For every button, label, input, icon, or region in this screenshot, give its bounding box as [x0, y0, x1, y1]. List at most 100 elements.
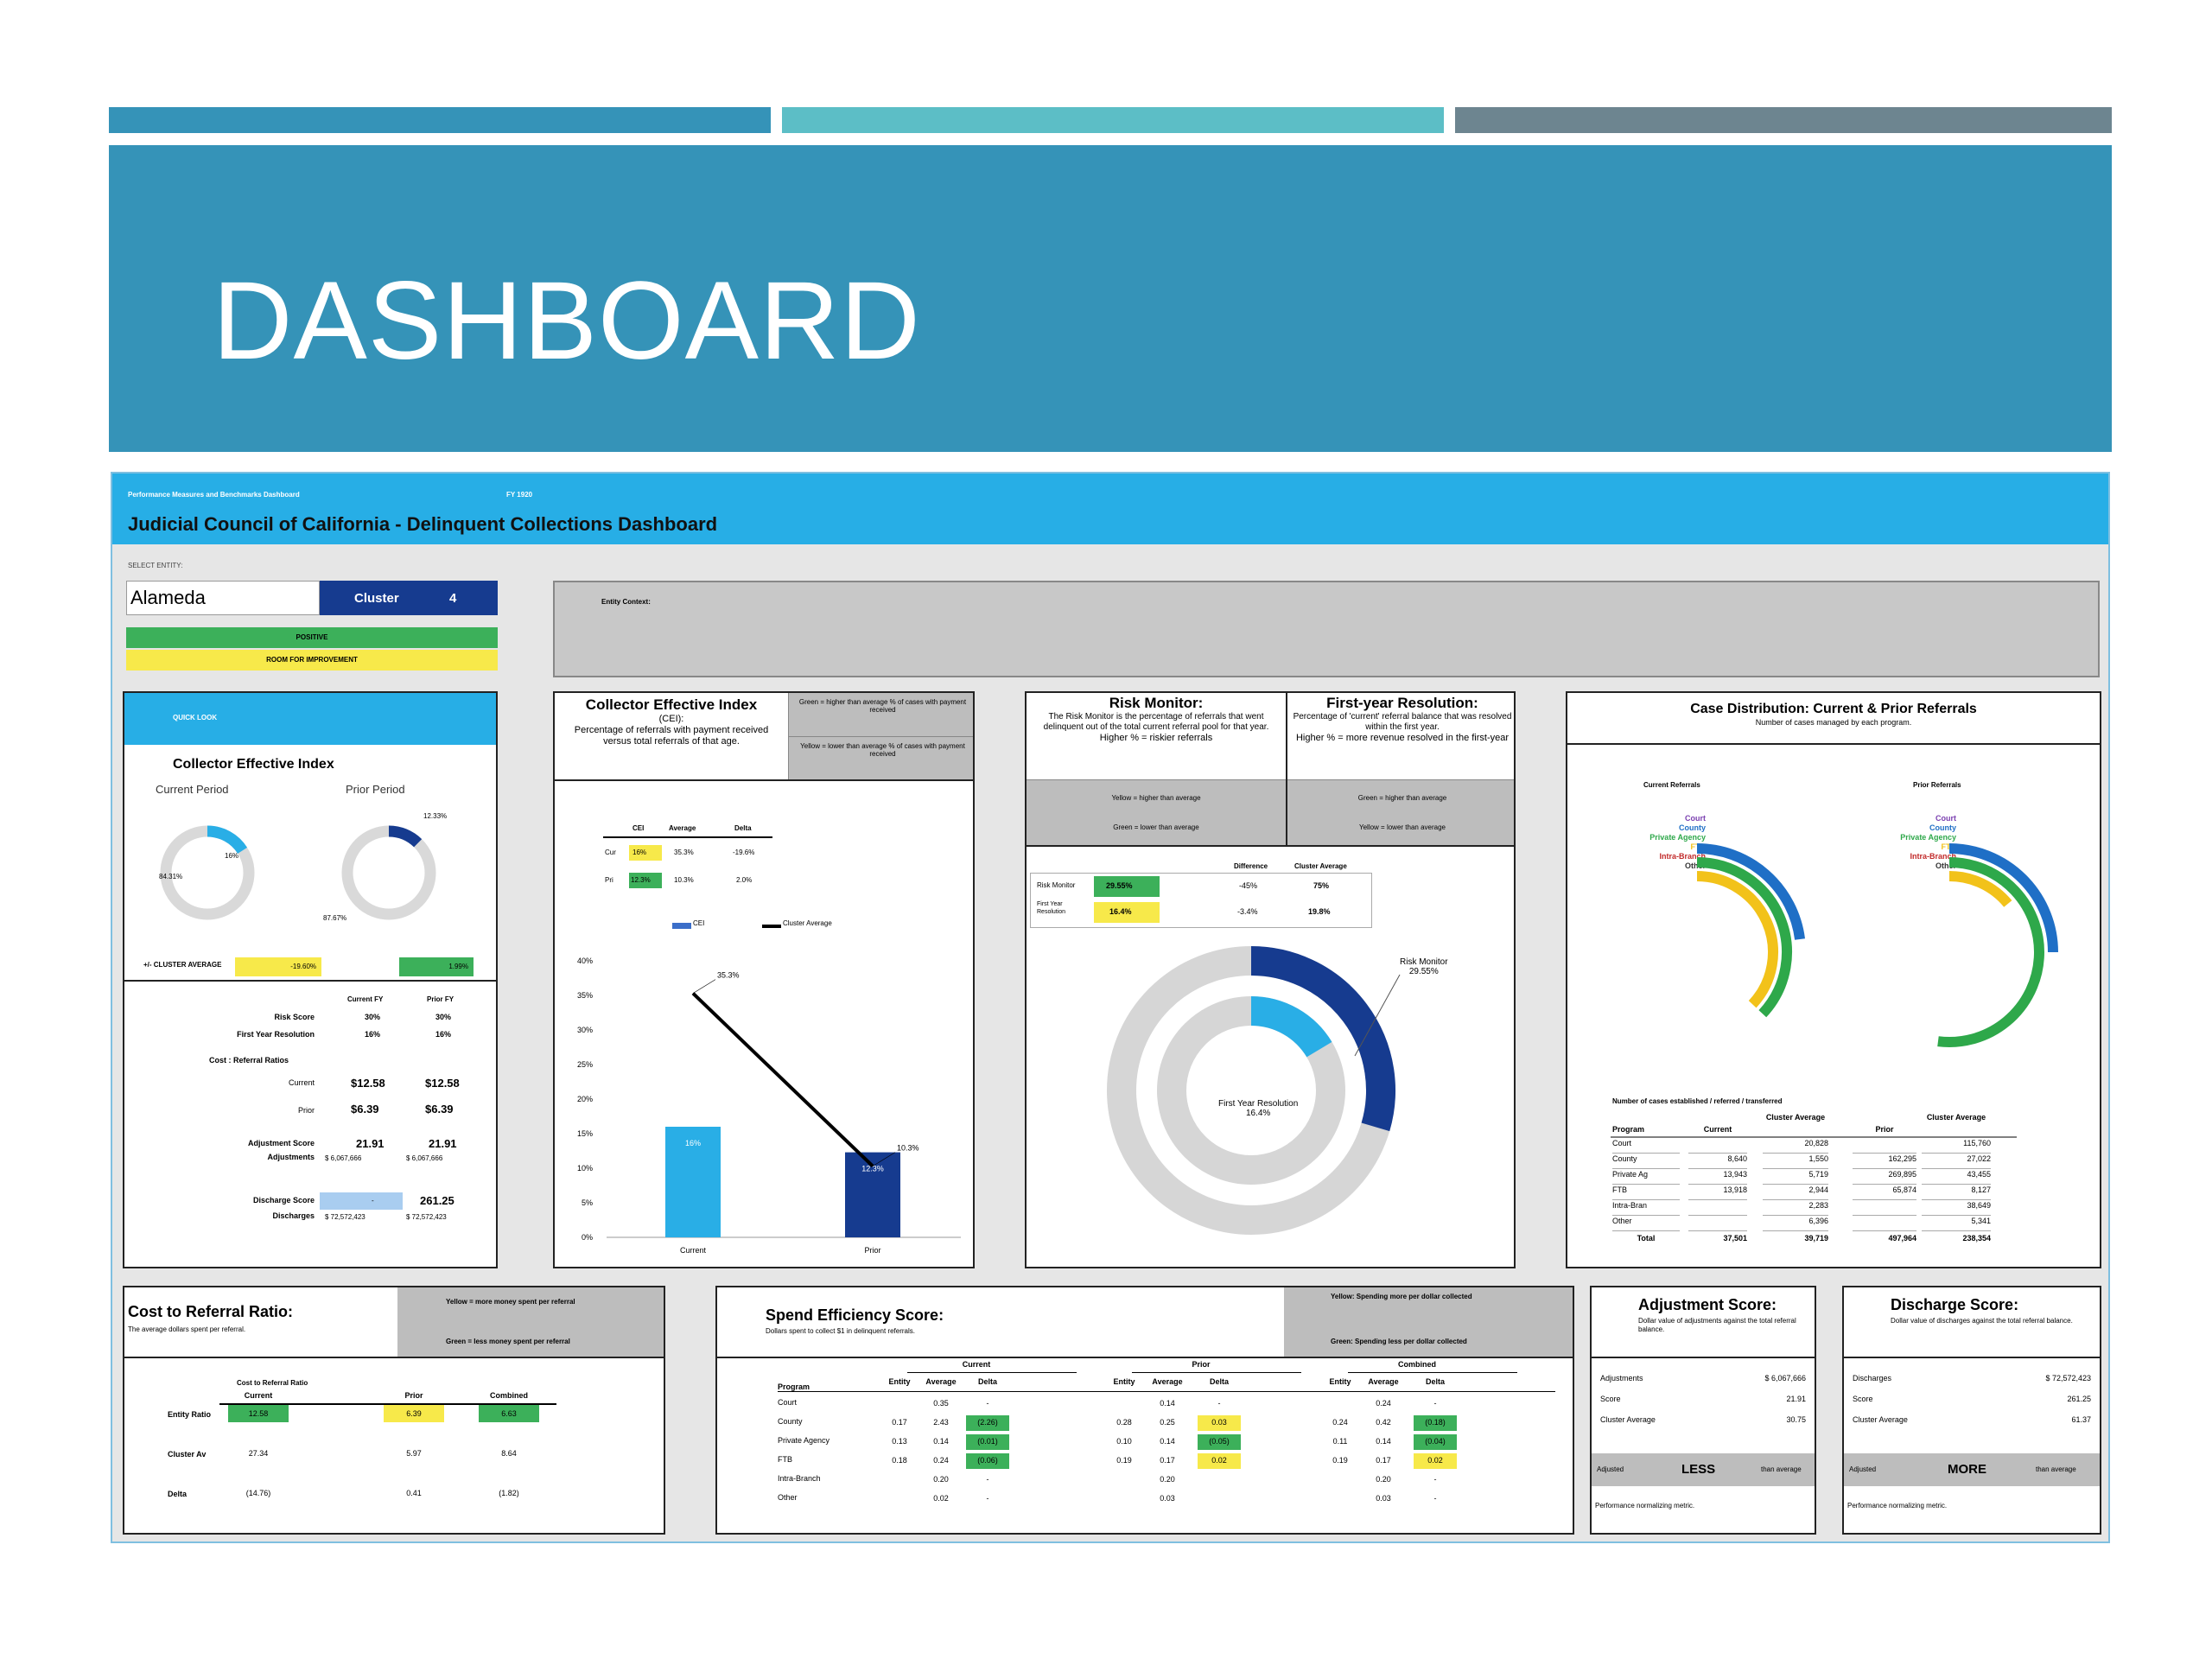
- table-cell: [1853, 1201, 1916, 1216]
- ring-rm-label: Risk Monitor 29.55%: [1400, 957, 1448, 976]
- current-program-arc: [1696, 857, 1792, 1018]
- table-header: Program: [1612, 1125, 1645, 1134]
- category-label: Current: [680, 1246, 707, 1255]
- table-cell: 0.03: [1198, 1415, 1241, 1431]
- table-header: Current: [244, 1391, 273, 1400]
- legend-item: Other: [1935, 861, 1956, 870]
- table-cell: -: [986, 1494, 989, 1503]
- cluster-label: Cluster: [354, 591, 399, 606]
- table-cell: 0.19: [1116, 1456, 1132, 1465]
- row-label: Cluster Average: [1600, 1415, 1656, 1424]
- program-name: Court: [778, 1398, 798, 1407]
- table-cell: 13,943: [1688, 1170, 1747, 1185]
- dashboard-title: Judicial Council of California - Delinqu…: [128, 513, 718, 535]
- table-cell: -: [1433, 1399, 1437, 1408]
- category-label: Prior: [864, 1246, 880, 1255]
- table-cell: -: [1433, 1475, 1437, 1484]
- current-program-arc: [1696, 843, 1806, 940]
- accent-bar-3: [1455, 107, 2112, 133]
- table-cell: (2.26): [966, 1415, 1009, 1431]
- legend-item: FTB: [1941, 842, 1957, 851]
- table-cell: 0.14: [1160, 1399, 1175, 1408]
- table-cell: 8.64: [501, 1449, 517, 1458]
- discharge-score-panel: Discharge Score: Dollar value of dischar…: [1842, 1286, 2101, 1535]
- table-cell: [1688, 1217, 1747, 1231]
- program-name: Intra-Branch: [778, 1474, 821, 1483]
- sub-header: Entity: [1113, 1377, 1135, 1386]
- y-tick-label: 30%: [577, 1026, 593, 1034]
- row-value: 261.25: [2067, 1395, 2091, 1403]
- row-label: Entity Ratio: [168, 1410, 212, 1419]
- table-total: Total: [1637, 1234, 1656, 1243]
- table-cell: 0.24: [1332, 1418, 1348, 1427]
- cei-donuts: [160, 825, 436, 920]
- adjustment-score-panel: Adjustment Score: Dollar value of adjust…: [1590, 1286, 1816, 1535]
- header-fy: FY 1920: [506, 491, 533, 499]
- table-cell: 0.25: [1160, 1418, 1175, 1427]
- table-total: 37,501: [1723, 1234, 1747, 1243]
- program-legend-prior: Court County Private Agency FTB Intra-Branch…: [1835, 814, 1956, 871]
- sub-header: Delta: [1425, 1377, 1445, 1386]
- program-header: Program: [778, 1382, 810, 1391]
- table-cell: [1103, 1396, 1146, 1412]
- row-label: Delta: [168, 1490, 188, 1498]
- table-cell: 0.35: [933, 1399, 949, 1408]
- quick-look-header: QUICK LOOK: [124, 693, 496, 745]
- row-value: $ 72,572,423: [2045, 1374, 2091, 1382]
- accent-bar-1: [109, 107, 771, 133]
- table-cell: Intra-Bran: [1612, 1201, 1680, 1216]
- table-cell: [1688, 1139, 1747, 1154]
- legend-item: Court: [1936, 814, 1956, 823]
- row-value: 21.91: [1786, 1395, 1806, 1403]
- ring-fy-label: First Year Resolution 16.4%: [1218, 1099, 1299, 1118]
- table-cell: 0.14: [1376, 1437, 1391, 1446]
- table-cell: 5,719: [1763, 1170, 1828, 1185]
- cluster-box: Cluster 4: [320, 581, 498, 615]
- current-program-arc: [1696, 871, 1778, 1008]
- table-cell: 0.02: [1414, 1453, 1457, 1469]
- y-tick-label: 0%: [582, 1233, 593, 1242]
- table-cell: (0.05): [1198, 1434, 1241, 1450]
- accent-bar-2: [782, 107, 1444, 133]
- table-cell: (0.04): [1414, 1434, 1457, 1450]
- table-cell: 43,455: [1922, 1170, 1991, 1185]
- line-label: 35.3%: [717, 971, 740, 980]
- table-cell: 0.10: [1116, 1437, 1132, 1446]
- entity-select[interactable]: Alameda: [126, 581, 320, 615]
- case-arcs: [1611, 843, 2058, 1138]
- sub-header: Average: [925, 1377, 957, 1386]
- table-cell: 0.03: [1376, 1494, 1391, 1503]
- bar-label: 12.3%: [861, 1165, 884, 1173]
- risk-rings: [1107, 946, 1401, 1235]
- table-cell: [1198, 1472, 1241, 1488]
- table-cell: 2,944: [1763, 1185, 1828, 1200]
- table-cell: [1103, 1491, 1146, 1507]
- bar-label: 16%: [685, 1139, 701, 1147]
- table-cell: (14.76): [245, 1489, 271, 1497]
- table-cell: County: [1612, 1154, 1680, 1169]
- header-subtitle: Performance Measures and Benchmarks Dash…: [128, 491, 300, 499]
- table-cell: FTB: [1612, 1185, 1680, 1200]
- table-cell: 162,295: [1853, 1154, 1916, 1169]
- y-tick-label: 5%: [582, 1198, 593, 1207]
- table-header: Cluster Average: [1765, 1113, 1826, 1122]
- spend-table: Current Prior Combined Program Entity Average…: [717, 1360, 1573, 1533]
- prior-program-arc: [1937, 857, 2044, 1047]
- adjustment-verdict: LESS: [1681, 1462, 1716, 1477]
- table-cell: (1.82): [499, 1489, 519, 1497]
- table-cell: [1319, 1396, 1362, 1412]
- legend-room-for-improvement: ROOM FOR IMPROVEMENT: [126, 650, 498, 671]
- table-cell: 0.41: [406, 1489, 422, 1497]
- table-cell: 0.14: [1160, 1437, 1175, 1446]
- table-cell: 5.97: [406, 1449, 422, 1458]
- table-cell: -: [1217, 1399, 1221, 1408]
- table-cell: 13,918: [1688, 1185, 1747, 1200]
- table-header: Current: [1703, 1125, 1732, 1134]
- sub-header: Delta: [977, 1377, 997, 1386]
- risk-monitor-panel: Risk Monitor: The Risk Monitor is the pe…: [1025, 691, 1516, 1268]
- table-cell: 115,760: [1922, 1139, 1991, 1154]
- sub-header: Delta: [1209, 1377, 1229, 1386]
- program-name: Private Agency: [778, 1436, 830, 1445]
- program-name: County: [778, 1417, 803, 1426]
- row-label: Discharges: [1853, 1374, 1892, 1382]
